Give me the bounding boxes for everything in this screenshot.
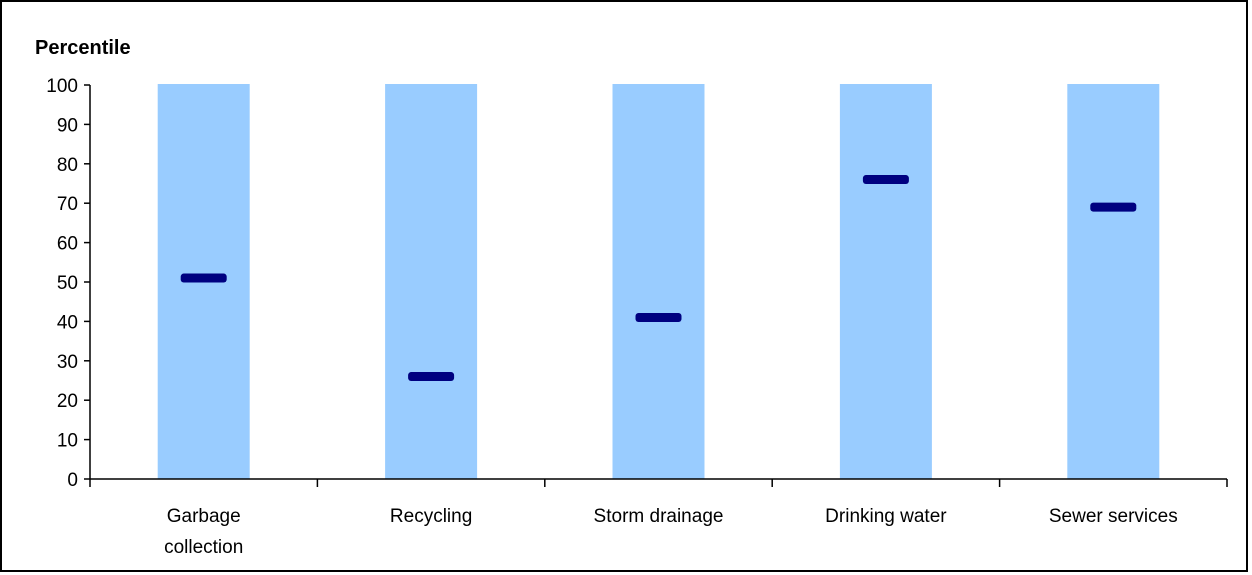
x-category-label: Drinking water: [825, 506, 947, 527]
y-tick-label: 30: [57, 352, 78, 373]
x-category-label: Garbage collection: [164, 506, 243, 558]
range-bar: [613, 84, 705, 479]
x-category-label: Recycling: [390, 506, 472, 527]
percentile-marker: [636, 313, 682, 322]
percentile-marker: [863, 175, 909, 184]
range-bar: [840, 84, 932, 479]
y-tick-label: 10: [57, 431, 78, 452]
y-ticks-layer: 0 10 20 30 40 50 60 70 80 90 100: [46, 76, 90, 491]
y-tick-label: 20: [57, 391, 78, 412]
percentile-marker: [181, 274, 227, 283]
y-tick-label: 70: [57, 194, 78, 215]
x-categories-layer: Garbage collection Recycling Storm drainage…: [164, 506, 1178, 558]
y-tick-label: 40: [57, 312, 78, 333]
x-category-label: Sewer services: [1049, 506, 1178, 527]
range-bar: [1067, 84, 1159, 479]
range-bar: [385, 84, 477, 479]
y-tick-label: 80: [57, 155, 78, 176]
y-tick-label: 90: [57, 115, 78, 136]
y-tick-label: 50: [57, 273, 78, 294]
bars-layer: [158, 84, 1160, 479]
y-tick-label: 0: [67, 470, 78, 491]
percentile-marker: [1090, 203, 1136, 212]
y-tick-label: 60: [57, 234, 78, 255]
x-category-label: Storm drainage: [594, 506, 724, 527]
y-tick-label: 100: [46, 76, 78, 97]
percentile-marker: [408, 372, 454, 381]
y-axis-title: Percentile: [35, 37, 131, 59]
